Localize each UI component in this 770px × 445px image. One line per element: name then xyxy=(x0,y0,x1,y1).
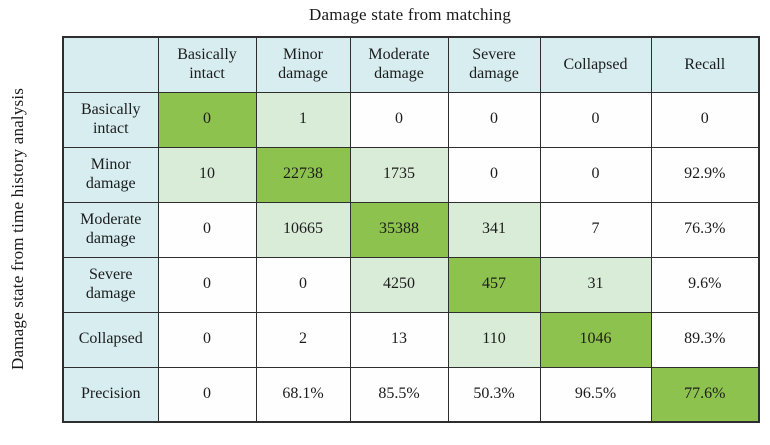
matrix-cell: 1046 xyxy=(539,311,652,368)
matrix-cell: 10 xyxy=(157,146,257,203)
matrix-cell: 0 xyxy=(447,91,541,148)
confusion-matrix-table: Basically intact Minor damage Moderate d… xyxy=(62,36,760,423)
col-header-recall: Recall xyxy=(650,36,760,93)
table-row-collapsed: Collapsed 0 2 13 110 1046 89.3% xyxy=(62,311,760,368)
matrix-cell: 0 xyxy=(539,146,652,203)
matrix-cell: 0 xyxy=(255,256,351,313)
table-row-precision: Precision 0 68.1% 85.5% 50.3% 96.5% 77.6… xyxy=(62,366,760,423)
recall-cell: 89.3% xyxy=(650,311,760,368)
matrix-cell: 4250 xyxy=(349,256,449,313)
col-header-collapsed: Collapsed xyxy=(539,36,652,93)
col-header-severe-damage: Severe damage xyxy=(447,36,541,93)
precision-cell: 85.5% xyxy=(349,366,449,423)
matrix-cell: 7 xyxy=(539,201,652,258)
matrix-cell: 10665 xyxy=(255,201,351,258)
precision-cell: 96.5% xyxy=(539,366,652,423)
matrix-cell: 0 xyxy=(157,311,257,368)
recall-cell: 92.9% xyxy=(650,146,760,203)
matrix-cell: 35388 xyxy=(349,201,449,258)
matrix-cell: 0 xyxy=(447,146,541,203)
matrix-cell: 341 xyxy=(447,201,541,258)
matrix-cell: 0 xyxy=(157,201,257,258)
recall-cell: 9.6% xyxy=(650,256,760,313)
row-header-precision: Precision xyxy=(62,366,159,423)
matrix-cell: 2 xyxy=(255,311,351,368)
x-axis-title: Damage state from matching xyxy=(308,5,512,24)
row-header-basically-intact: Basically intact xyxy=(62,91,159,148)
y-axis-title: Damage state from time history analysis xyxy=(8,87,27,371)
matrix-cell: 457 xyxy=(447,256,541,313)
matrix-cell: 31 xyxy=(539,256,652,313)
row-header-collapsed: Collapsed xyxy=(62,311,159,368)
table-row-minor-damage: Minor damage 10 22738 1735 0 0 92.9% xyxy=(62,146,760,203)
row-header-minor-damage: Minor damage xyxy=(62,146,159,203)
matrix-cell: 110 xyxy=(447,311,541,368)
table-row-severe-damage: Severe damage 0 0 4250 457 31 9.6% xyxy=(62,256,760,313)
matrix-cell: 13 xyxy=(349,311,449,368)
table-row-basically-intact: Basically intact 0 1 0 0 0 0 xyxy=(62,91,760,148)
matrix-cell: 1735 xyxy=(349,146,449,203)
table-row-moderate-damage: Moderate damage 0 10665 35388 341 7 76.3… xyxy=(62,201,760,258)
matrix-cell: 0 xyxy=(157,256,257,313)
matrix-cell: 1 xyxy=(255,91,351,148)
row-header-moderate-damage: Moderate damage xyxy=(62,201,159,258)
col-header-moderate-damage: Moderate damage xyxy=(349,36,449,93)
recall-cell: 76.3% xyxy=(650,201,760,258)
matrix-cell: 0 xyxy=(349,91,449,148)
matrix-cell: 0 xyxy=(539,91,652,148)
col-header-basically-intact: Basically intact xyxy=(157,36,257,93)
corner-cell xyxy=(62,36,159,93)
matrix-cell: 22738 xyxy=(255,146,351,203)
header-row: Basically intact Minor damage Moderate d… xyxy=(62,36,760,93)
matrix-cell: 0 xyxy=(157,91,257,148)
recall-cell: 0 xyxy=(650,91,760,148)
overall-accuracy-cell: 77.6% xyxy=(650,366,760,423)
precision-cell: 68.1% xyxy=(255,366,351,423)
row-header-severe-damage: Severe damage xyxy=(62,256,159,313)
col-header-minor-damage: Minor damage xyxy=(255,36,351,93)
precision-cell: 0 xyxy=(157,366,257,423)
precision-cell: 50.3% xyxy=(447,366,541,423)
